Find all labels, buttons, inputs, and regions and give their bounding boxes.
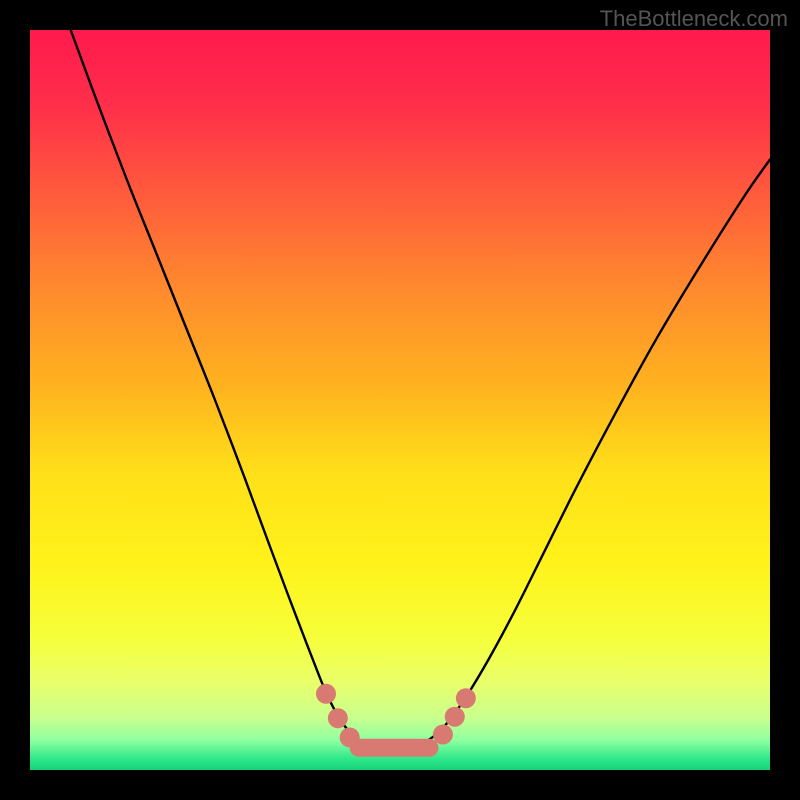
valley-dot [456, 688, 476, 708]
bottleneck-chart [0, 0, 800, 800]
valley-dot [316, 684, 336, 704]
valley-dot [328, 708, 348, 728]
valley-marker-pill [350, 739, 439, 757]
chart-container: TheBottleneck.com [0, 0, 800, 800]
watermark-text: TheBottleneck.com [600, 6, 788, 32]
valley-dot [433, 724, 453, 744]
valley-dot [340, 727, 360, 747]
plot-background [30, 30, 770, 770]
valley-dot [445, 707, 465, 727]
